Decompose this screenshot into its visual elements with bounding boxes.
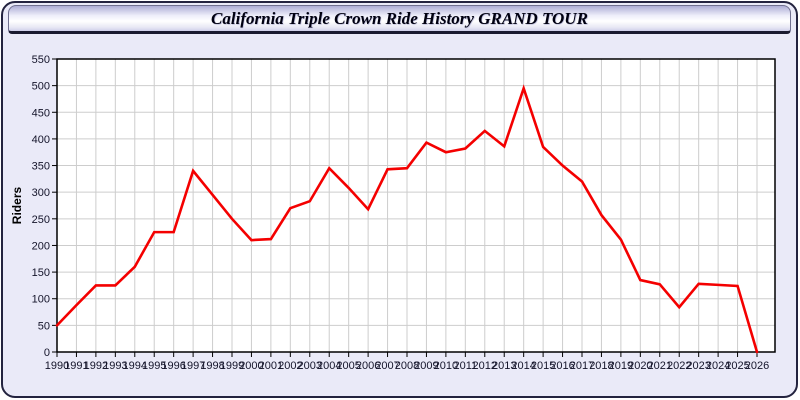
- title-bar: California Triple Crown Ride History GRA…: [8, 5, 791, 34]
- chart-title: California Triple Crown Ride History GRA…: [211, 8, 588, 28]
